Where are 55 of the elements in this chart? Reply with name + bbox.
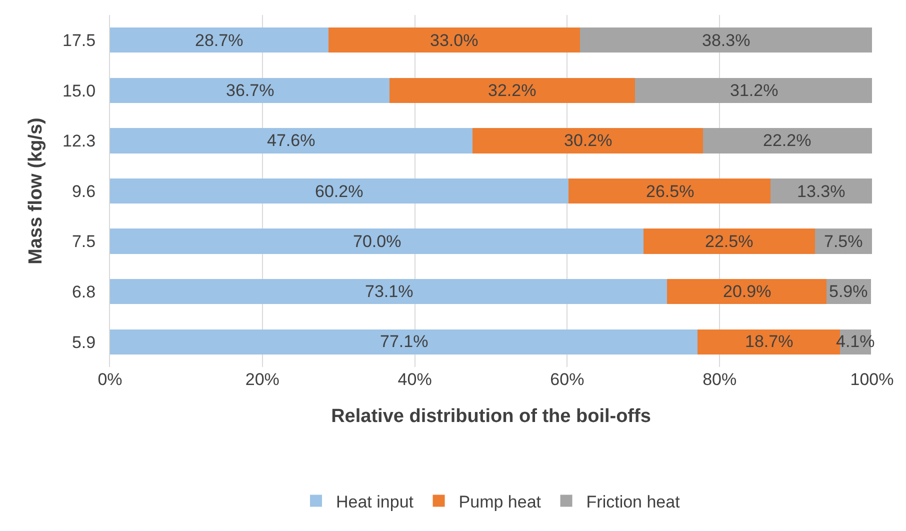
data-label: 28.7% — [195, 31, 244, 50]
legend-label: Friction heat — [586, 492, 680, 512]
data-label: 36.7% — [226, 81, 274, 100]
x-tick-label: 100% — [850, 370, 894, 389]
data-label: 38.3% — [702, 31, 750, 50]
y-tick-label: 5.9 — [72, 332, 96, 352]
data-label: 13.3% — [797, 182, 846, 201]
data-label: 26.5% — [646, 182, 694, 201]
data-label: 18.7% — [745, 332, 794, 351]
x-tick-label: 40% — [398, 370, 432, 389]
data-label: 73.1% — [365, 282, 414, 301]
data-label: 70.0% — [353, 232, 402, 251]
y-tick-label: 17.5 — [62, 31, 96, 50]
data-label: 32.2% — [488, 81, 536, 100]
data-label: 30.2% — [564, 131, 612, 150]
bar — [110, 78, 390, 103]
y-axis-title: Mass flow (kg/s) — [25, 118, 46, 264]
x-tick-label: 60% — [550, 370, 584, 389]
x-axis-title: Relative distribution of the boil-offs — [331, 406, 651, 427]
bar — [110, 279, 668, 304]
bar — [110, 178, 569, 204]
y-tick-label: 7.5 — [72, 232, 96, 252]
bar — [702, 128, 872, 154]
data-label: 20.9% — [723, 282, 772, 301]
data-label: 31.2% — [730, 81, 778, 100]
x-tick-label: 0% — [98, 370, 122, 389]
data-label: 77.1% — [380, 332, 428, 351]
data-label: 33.0% — [430, 31, 478, 50]
data-label: 22.2% — [763, 131, 812, 150]
bar — [110, 128, 473, 154]
y-tick-label: 9.6 — [72, 182, 96, 201]
data-label: 60.2% — [315, 182, 364, 201]
bar — [328, 28, 580, 53]
bar — [110, 329, 698, 354]
bar — [568, 178, 771, 204]
x-tick-label: 20% — [245, 370, 280, 389]
bar — [635, 78, 872, 103]
y-tick-label: 12.3 — [62, 132, 96, 151]
bar — [110, 228, 644, 254]
data-label: 5.9% — [829, 282, 868, 301]
x-tick-label: 80% — [702, 370, 737, 389]
y-tick-label: 15.0 — [62, 81, 96, 100]
data-label: 7.5% — [824, 232, 863, 251]
bar — [472, 128, 703, 154]
bar — [643, 228, 815, 254]
bar — [667, 279, 826, 304]
legend-label: Pump heat — [458, 492, 542, 512]
bar — [390, 78, 636, 103]
bar — [110, 28, 329, 53]
data-label: 47.6% — [267, 131, 316, 150]
legend-label: Heat input — [336, 492, 414, 512]
bar — [770, 178, 872, 204]
data-label: 22.5% — [705, 232, 754, 251]
y-tick-label: 6.8 — [72, 282, 96, 302]
bar — [580, 28, 872, 53]
